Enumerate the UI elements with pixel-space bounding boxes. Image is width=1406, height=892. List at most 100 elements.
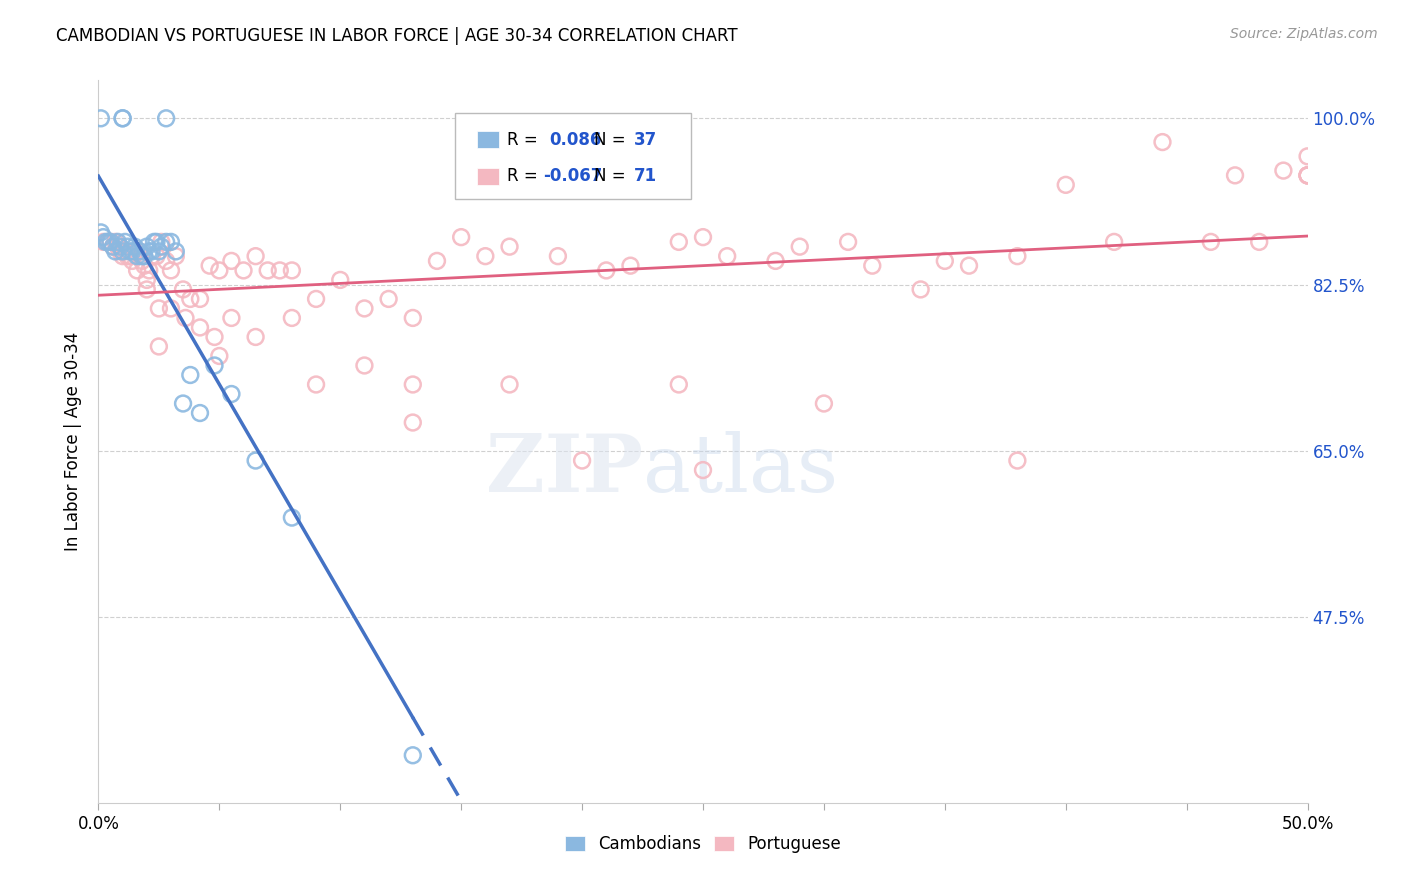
Point xyxy=(668,235,690,249)
Point xyxy=(204,330,226,344)
Text: R =: R = xyxy=(508,130,543,149)
Point xyxy=(104,235,127,249)
Point xyxy=(1223,169,1246,183)
Point xyxy=(1007,453,1029,467)
Point xyxy=(1054,178,1077,192)
Point xyxy=(172,282,194,296)
Point xyxy=(100,235,122,249)
Point xyxy=(426,254,449,268)
Point xyxy=(1199,235,1222,249)
Text: CAMBODIAN VS PORTUGUESE IN LABOR FORCE | AGE 30-34 CORRELATION CHART: CAMBODIAN VS PORTUGUESE IN LABOR FORCE |… xyxy=(56,27,738,45)
Point xyxy=(97,235,120,249)
Point xyxy=(837,235,859,249)
Point xyxy=(150,235,173,249)
Point xyxy=(498,240,520,254)
Point xyxy=(402,748,425,763)
Point xyxy=(101,240,124,254)
Point xyxy=(118,244,141,259)
Point xyxy=(305,377,328,392)
Point xyxy=(97,235,120,249)
Point xyxy=(281,310,304,325)
Point xyxy=(353,301,375,316)
Point xyxy=(595,263,617,277)
Point xyxy=(143,235,166,249)
Point xyxy=(245,330,267,344)
Point xyxy=(114,244,136,259)
Point xyxy=(138,263,160,277)
Point xyxy=(208,349,231,363)
FancyBboxPatch shape xyxy=(456,112,690,200)
Text: N =: N = xyxy=(595,168,631,186)
Point xyxy=(145,235,167,249)
Point xyxy=(135,282,157,296)
Point xyxy=(474,249,496,263)
Point xyxy=(111,249,134,263)
Point xyxy=(377,292,399,306)
Point xyxy=(128,244,150,259)
Point xyxy=(117,249,139,263)
Point xyxy=(221,254,243,268)
Point xyxy=(127,249,149,263)
FancyBboxPatch shape xyxy=(477,168,499,185)
Point xyxy=(256,263,278,277)
Point xyxy=(160,235,183,249)
Point xyxy=(141,244,163,259)
Text: R =: R = xyxy=(508,168,543,186)
Point xyxy=(121,244,143,259)
Point xyxy=(934,254,956,268)
Text: 0.086: 0.086 xyxy=(550,130,602,149)
Point xyxy=(269,263,291,277)
Point xyxy=(221,387,243,401)
Point xyxy=(402,416,425,430)
Point xyxy=(135,273,157,287)
Point xyxy=(208,263,231,277)
Point xyxy=(198,259,221,273)
Point xyxy=(134,259,156,273)
Point xyxy=(174,310,197,325)
Point xyxy=(127,263,149,277)
Point xyxy=(94,235,117,249)
Point xyxy=(155,235,177,249)
Point xyxy=(124,244,146,259)
Text: atlas: atlas xyxy=(643,432,838,509)
Text: Source: ZipAtlas.com: Source: ZipAtlas.com xyxy=(1230,27,1378,41)
Point xyxy=(281,510,304,524)
Point xyxy=(100,235,122,249)
Point xyxy=(957,259,980,273)
Point xyxy=(145,249,167,263)
Point xyxy=(165,244,187,259)
Point xyxy=(111,112,134,126)
Point xyxy=(498,377,520,392)
Point xyxy=(155,254,177,268)
Point xyxy=(188,320,211,334)
Point xyxy=(450,230,472,244)
Point xyxy=(860,259,883,273)
Point xyxy=(135,240,157,254)
Point xyxy=(148,339,170,353)
Point xyxy=(134,249,156,263)
Point xyxy=(245,453,267,467)
Point xyxy=(910,282,932,296)
Legend: Cambodians, Portuguese: Cambodians, Portuguese xyxy=(558,828,848,860)
Point xyxy=(1152,135,1174,149)
Point xyxy=(765,254,787,268)
Point xyxy=(108,240,131,254)
Point xyxy=(668,377,690,392)
Point xyxy=(141,249,163,263)
Point xyxy=(111,244,134,259)
Point xyxy=(402,377,425,392)
Point xyxy=(117,240,139,254)
Point xyxy=(692,463,714,477)
Point xyxy=(138,244,160,259)
Point xyxy=(1272,163,1295,178)
Point xyxy=(221,310,243,325)
Point xyxy=(1296,169,1319,183)
Point xyxy=(188,292,211,306)
Point xyxy=(90,226,112,240)
Point xyxy=(716,249,738,263)
Point xyxy=(148,301,170,316)
Text: N =: N = xyxy=(595,130,631,149)
Point xyxy=(107,235,129,249)
Point xyxy=(101,240,124,254)
Point xyxy=(179,292,201,306)
